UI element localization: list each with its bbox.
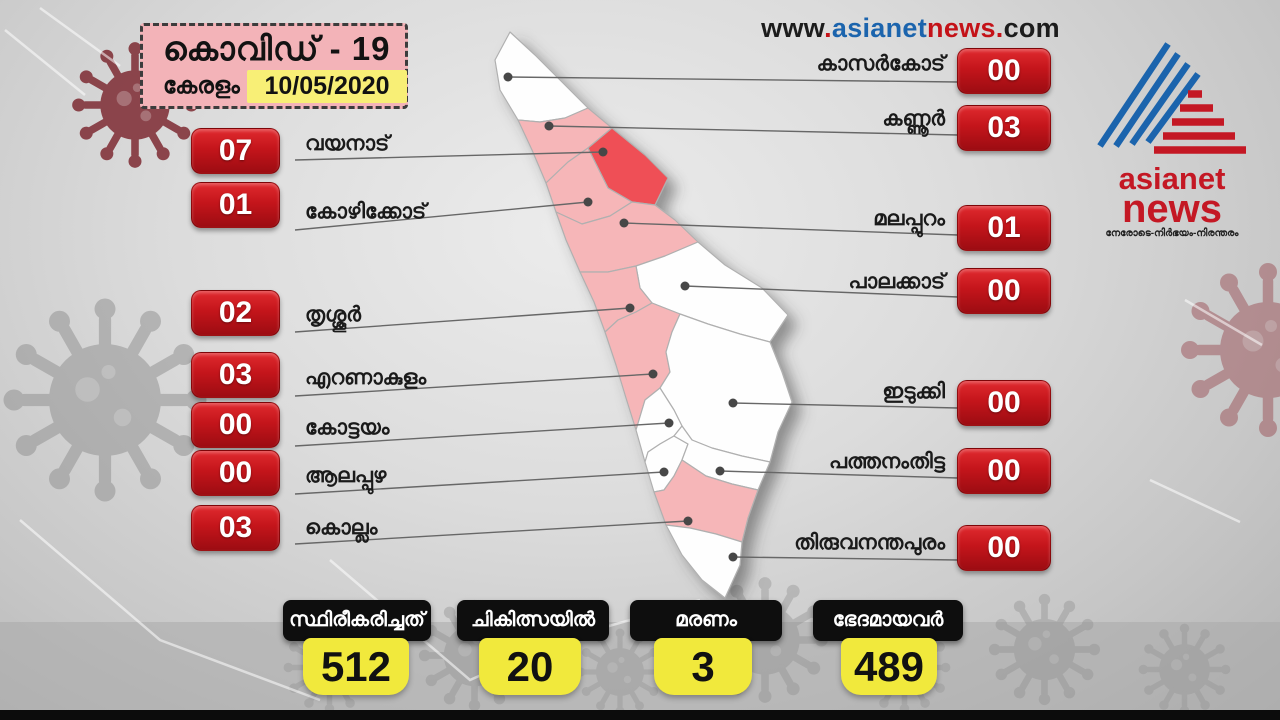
case-count-alappuzha: 00 (191, 450, 280, 496)
district-label-pathanamthitta: പത്തനംതിട്ട (828, 450, 945, 473)
district-label-kozhikode: കോഴിക്കോട് (305, 200, 427, 223)
district-label-thrissur: തൃശ്ശൂർ (305, 303, 361, 326)
case-count-thiruvananthapuram: 00 (957, 525, 1051, 571)
website-url: www.asianetnews.com (761, 13, 1060, 43)
district-label-kollam: കൊല്ലം (305, 516, 378, 539)
asianet-logo-icon (1097, 42, 1246, 154)
case-count-palakkad: 00 (957, 268, 1051, 314)
stat-value-deaths: 3 (654, 638, 752, 695)
stat-label-confirmed: സ്ഥിരീകരിച്ചത് (283, 600, 431, 641)
case-count-kozhikode: 01 (191, 182, 280, 228)
logo-tagline: നേരോടെ-നിർഭയം-നിരന്തരം (1105, 226, 1239, 239)
covid-title: കൊവിഡ് - 19 (163, 30, 391, 67)
stat-value-recovered: 489 (841, 638, 937, 695)
district-label-malappuram: മലപ്പുറം (873, 207, 945, 230)
stat-label-under-treatment: ചികിത്സയിൽ (457, 600, 609, 641)
district-label-idukki: ഇടുക്കി (882, 380, 945, 403)
case-count-kasaragod: 00 (957, 48, 1051, 94)
district-label-kasaragod: കാസർകോട് (816, 52, 945, 75)
district-label-kannur: കണ്ണൂർ (882, 107, 945, 130)
map-district-kasaragod (494, 31, 589, 123)
region-label: കേരളം (163, 72, 240, 98)
case-count-pathanamthitta: 00 (957, 448, 1051, 494)
bottom-bar (0, 710, 1280, 720)
case-count-kottayam: 00 (191, 402, 280, 448)
case-count-kannur: 03 (957, 105, 1051, 151)
logo-brand-top: asianet (1119, 161, 1226, 196)
stat-value-under-treatment: 20 (479, 638, 581, 695)
asianet-news-logo: asianet news നേരോടെ-നിർഭയം-നിരന്തരം (1097, 42, 1246, 239)
case-count-idukki: 00 (957, 380, 1051, 426)
case-count-wayanad: 07 (191, 128, 280, 174)
district-label-palakkad: പാലക്കാട് (848, 270, 946, 293)
stat-value-confirmed: 512 (303, 638, 409, 695)
title-box: കൊവിഡ് - 19 കേരളം 10/05/2020 (140, 23, 408, 109)
date-badge: 10/05/2020 (247, 70, 407, 103)
stat-label-deaths: മരണം (630, 600, 782, 641)
case-count-malappuram: 01 (957, 205, 1051, 251)
logo-brand-bottom: news (1122, 187, 1222, 231)
district-label-wayanad: വയനാട് (305, 132, 390, 155)
district-label-thiruvananthapuram: തിരുവനന്തപുരം (794, 531, 945, 554)
district-label-ernakulam: എറണാകുളം (305, 366, 427, 389)
case-count-thrissur: 02 (191, 290, 280, 336)
district-label-kottayam: കോട്ടയം (305, 416, 390, 439)
case-count-kollam: 03 (191, 505, 280, 551)
stat-label-recovered: ഭേദമായവർ (813, 600, 963, 641)
case-count-ernakulam: 03 (191, 352, 280, 398)
district-label-alappuzha: ആലപ്പുഴ (305, 464, 387, 487)
